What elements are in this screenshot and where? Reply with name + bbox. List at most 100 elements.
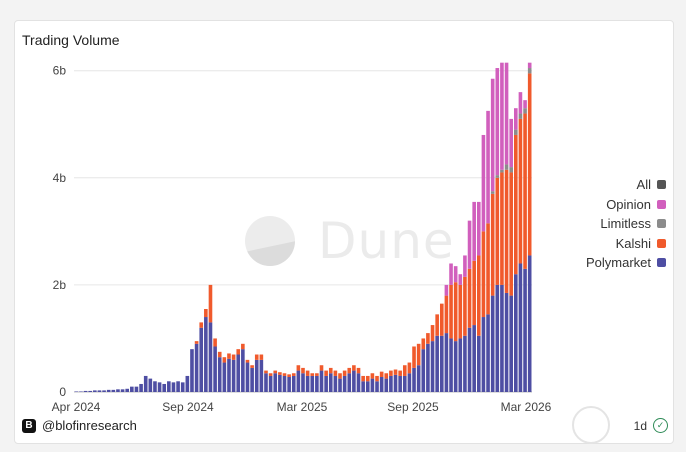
- bar-kalshi: [194, 341, 199, 344]
- bar-kalshi: [333, 370, 338, 376]
- bar-polymarket: [523, 268, 527, 392]
- bar-polymarket: [296, 370, 301, 392]
- legend-item-all[interactable]: All: [586, 175, 666, 195]
- bar-polymarket: [116, 389, 120, 392]
- bar-opinion: [467, 220, 472, 269]
- legend-label: Opinion: [606, 196, 651, 212]
- bar-opinion: [523, 100, 527, 109]
- bar-polymarket: [504, 292, 509, 392]
- bar-polymarket: [370, 378, 375, 392]
- bar-polymarket: [278, 374, 282, 392]
- bar-polymarket: [426, 343, 430, 392]
- bar-polymarket: [463, 335, 467, 392]
- bar-limitless: [495, 175, 500, 178]
- author-handle: @blofinresearch: [42, 418, 137, 433]
- bar-kalshi: [356, 367, 361, 374]
- bar-opinion: [495, 68, 500, 176]
- bar-opinion: [472, 201, 476, 261]
- bar-polymarket: [453, 341, 458, 392]
- bar-kalshi: [407, 362, 412, 374]
- bar-kalshi: [342, 370, 347, 376]
- bar-polymarket: [88, 390, 92, 392]
- bar-opinion: [486, 110, 490, 224]
- x-tick-label: Mar 2026: [501, 400, 552, 414]
- bar-polymarket: [375, 381, 379, 392]
- bar-kalshi: [393, 369, 398, 375]
- bar-polymarket: [305, 375, 310, 392]
- legend-swatch: [657, 180, 666, 190]
- bar-polymarket: [208, 322, 213, 392]
- bar-polymarket: [449, 338, 453, 392]
- legend-item-limitless[interactable]: Limitless: [586, 214, 666, 234]
- bar-polymarket: [250, 367, 254, 392]
- legend-swatch: [657, 238, 666, 248]
- bar-opinion: [476, 201, 481, 256]
- bar-limitless: [523, 108, 527, 114]
- bar-polymarket: [495, 284, 500, 392]
- bar-kalshi: [217, 351, 222, 358]
- bar-polymarket: [120, 389, 125, 392]
- bar-limitless: [509, 167, 513, 173]
- bar-kalshi: [453, 282, 458, 342]
- bar-kalshi: [426, 333, 430, 344]
- bar-kalshi: [241, 343, 245, 350]
- bar-kalshi: [259, 354, 264, 360]
- bar-kalshi: [347, 367, 352, 374]
- bar-polymarket: [185, 375, 190, 392]
- bar-polymarket: [467, 327, 472, 392]
- bar-polymarket: [518, 263, 523, 392]
- bar-kalshi: [527, 73, 532, 256]
- bar-polymarket: [106, 389, 111, 392]
- bar-polymarket: [342, 375, 347, 392]
- bar-polymarket: [338, 378, 342, 392]
- bar-polymarket: [93, 390, 97, 392]
- bar-kalshi: [278, 372, 282, 375]
- bar-kalshi: [463, 276, 467, 336]
- bar-polymarket: [74, 391, 79, 392]
- bar-kalshi: [421, 338, 426, 350]
- chart-title: Trading Volume: [22, 32, 120, 48]
- bar-opinion: [504, 62, 509, 165]
- bar-polymarket: [134, 386, 139, 392]
- check-circle-icon: ✓: [653, 418, 668, 433]
- bar-kalshi: [389, 370, 393, 376]
- bar-polymarket: [190, 349, 194, 392]
- bar-kalshi: [273, 370, 278, 374]
- bar-polymarket: [83, 390, 88, 392]
- bar-kalshi: [324, 370, 328, 376]
- bar-opinion: [463, 255, 467, 277]
- bar-polymarket: [231, 359, 236, 392]
- x-tick-label: Mar 2025: [277, 400, 328, 414]
- bar-kalshi: [268, 373, 273, 376]
- bar-polymarket: [398, 375, 402, 392]
- bar-polymarket: [157, 382, 162, 392]
- bar-kalshi: [486, 223, 490, 315]
- legend-label: Polymarket: [585, 255, 651, 271]
- bar-polymarket: [490, 295, 495, 392]
- bar-polymarket: [148, 378, 153, 392]
- bar-polymarket: [486, 314, 490, 392]
- bar-polymarket: [273, 373, 278, 392]
- bar-kalshi: [509, 172, 513, 296]
- bar-opinion: [458, 274, 463, 285]
- bar-polymarket: [102, 390, 106, 392]
- bar-kalshi: [291, 373, 296, 376]
- bar-polymarket: [416, 365, 421, 392]
- bar-opinion: [449, 263, 453, 285]
- legend-item-polymarket[interactable]: Polymarket: [586, 253, 666, 273]
- bar-polymarket: [430, 341, 435, 392]
- legend-swatch: [657, 258, 666, 268]
- bar-kalshi: [204, 309, 208, 318]
- interval-badge[interactable]: 1d ✓: [634, 418, 668, 433]
- legend-item-opinion[interactable]: Opinion: [586, 195, 666, 215]
- bar-opinion: [481, 134, 486, 232]
- bar-polymarket: [268, 375, 273, 392]
- bar-opinion: [500, 62, 504, 170]
- bar-polymarket: [162, 383, 167, 392]
- bar-kalshi: [435, 314, 439, 336]
- bar-polymarket: [481, 317, 486, 392]
- bar-kalshi: [199, 322, 204, 328]
- bar-kalshi: [315, 373, 319, 376]
- legend-item-kalshi[interactable]: Kalshi: [586, 234, 666, 254]
